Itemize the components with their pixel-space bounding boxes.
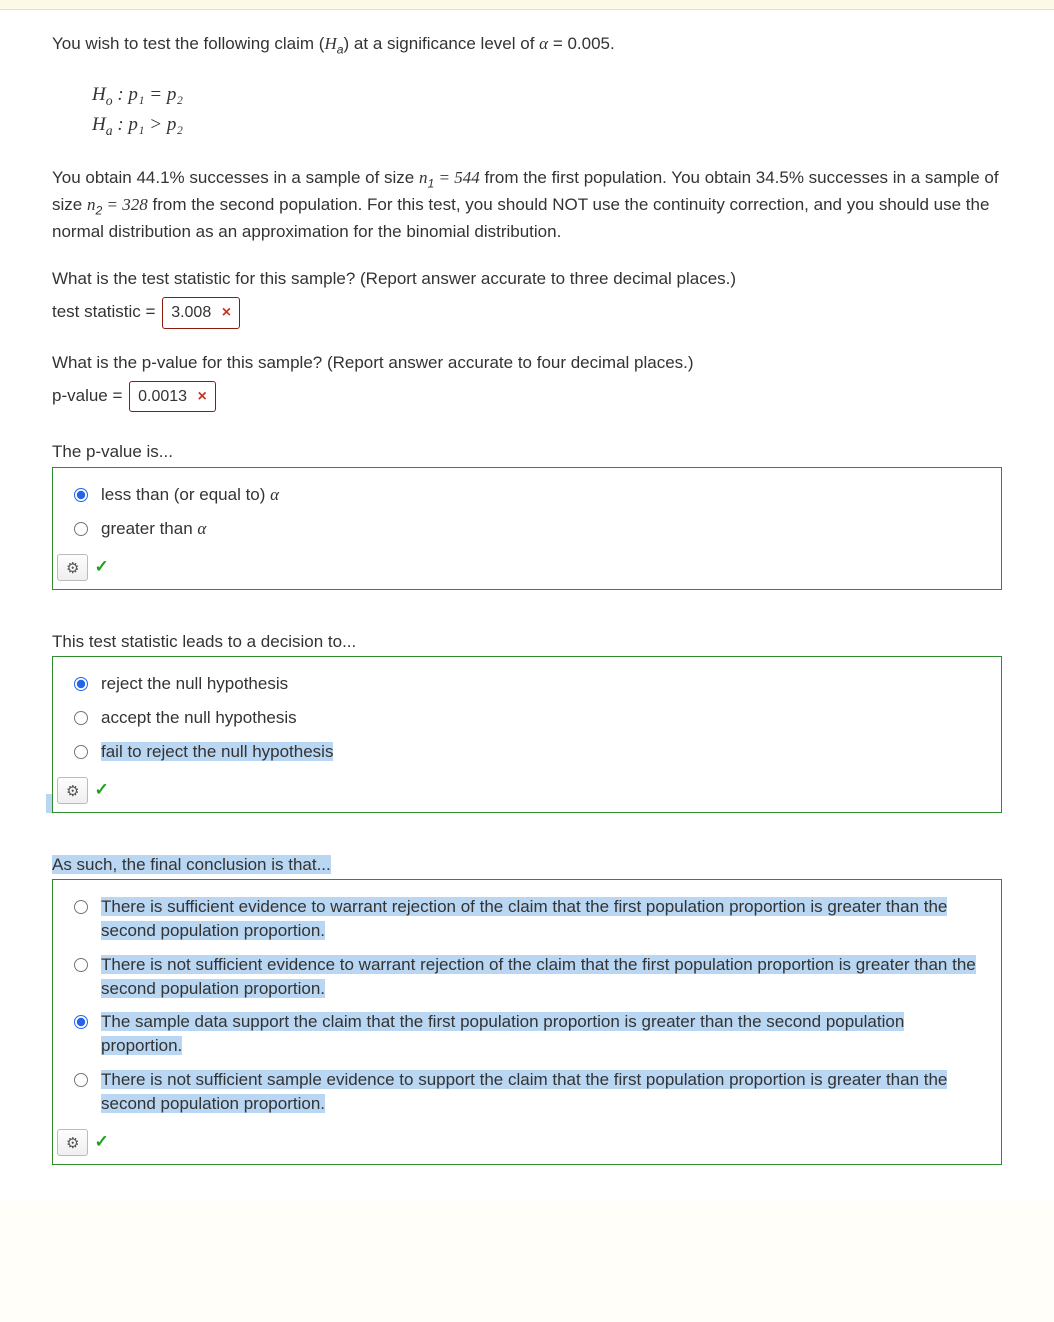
q3-label-2[interactable]: greater than α — [101, 517, 206, 541]
q5-opt4-text: There is not sufficient sample evidence … — [101, 1070, 947, 1113]
q3-prompt: The p-value is... — [52, 440, 1002, 465]
q2-prompt: What is the p-value for this sample? (Re… — [52, 351, 1002, 376]
intro-period: . — [610, 34, 615, 53]
q5-label-4[interactable]: There is not sufficient sample evidence … — [101, 1068, 985, 1116]
intro-Ha-H: H — [324, 34, 336, 53]
q4-label-2[interactable]: accept the null hypothesis — [101, 706, 297, 730]
q5-option-4[interactable]: There is not sufficient sample evidence … — [69, 1063, 985, 1121]
q1-label: test statistic = — [52, 302, 160, 321]
h-a-sub: a — [106, 123, 113, 138]
q5-label-1[interactable]: There is sufficient evidence to warrant … — [101, 895, 985, 943]
q5-option-2[interactable]: There is not sufficient evidence to warr… — [69, 948, 985, 1006]
q4-radio-2[interactable] — [74, 711, 88, 725]
q3-opt2-alpha: α — [197, 519, 206, 538]
q2-label: p-value = — [52, 386, 127, 405]
intro-text-a: You wish to test the following claim ( — [52, 34, 324, 53]
setup-a: You obtain 44.1% successes in a sample o… — [52, 168, 419, 187]
q4-label-1[interactable]: reject the null hypothesis — [101, 672, 288, 696]
q2-answer-row: p-value = 0.0013 × — [52, 381, 1002, 412]
alpha-symbol: α — [539, 34, 548, 53]
q5-opt2-text: There is not sufficient evidence to warr… — [101, 955, 976, 998]
gear-icon: ⚙ — [66, 1135, 79, 1152]
selection-highlight-bar — [46, 794, 52, 813]
q5-radio-1[interactable] — [74, 900, 88, 914]
alt-hypothesis: Ha : p₁ > p₂ — [92, 111, 1002, 141]
q4-opt3-text: fail to reject the null hypothesis — [101, 742, 333, 761]
q3-opt2-text: greater than — [101, 519, 197, 538]
q5-prompt-text: As such, the final conclusion is that... — [52, 855, 331, 874]
q3-option-1[interactable]: less than (or equal to) α — [69, 478, 985, 512]
q3-settings-button[interactable]: ⚙ — [57, 554, 88, 581]
q4-option-3[interactable]: fail to reject the null hypothesis — [69, 735, 985, 769]
q1-answer-row: test statistic = 3.008 × — [52, 297, 1002, 328]
h-o-rest: : p₁ = p₂ — [113, 84, 183, 105]
q4-radio-1[interactable] — [74, 677, 88, 691]
intro-eq: = — [548, 34, 567, 53]
q5-settings-button[interactable]: ⚙ — [57, 1129, 88, 1156]
null-hypothesis: Ho : p₁ = p₂ — [92, 81, 1002, 111]
q3-feedback-row: ⚙ ✓ — [57, 554, 985, 581]
q5-radio-2[interactable] — [74, 958, 88, 972]
q4-check-icon: ✓ — [94, 780, 108, 800]
top-band — [0, 0, 1054, 10]
q4-feedback-row: ⚙ ✓ — [57, 777, 985, 804]
intro-Ha-sub: a — [337, 42, 344, 56]
h-o-H: H — [92, 84, 106, 105]
setup-paragraph: You obtain 44.1% successes in a sample o… — [52, 166, 1002, 245]
h-a-rest: : p₁ > p₂ — [113, 114, 183, 135]
setup-c: from the second population. For this tes… — [52, 195, 989, 241]
q5-radio-3[interactable] — [74, 1015, 88, 1029]
q5-label-2[interactable]: There is not sufficient evidence to warr… — [101, 953, 985, 1001]
q4-prompt: This test statistic leads to a decision … — [52, 630, 1002, 655]
q1-prompt: What is the test statistic for this samp… — [52, 267, 1002, 292]
q5-opt1-text: There is sufficient evidence to warrant … — [101, 897, 947, 940]
intro-text-b: ) at a significance level of — [344, 34, 540, 53]
gear-icon: ⚙ — [66, 560, 79, 577]
intro-line: You wish to test the following claim (Ha… — [52, 32, 1002, 59]
q2-answer-box[interactable]: 0.0013 × — [129, 381, 216, 412]
q2-value: 0.0013 — [138, 388, 187, 405]
q3-option-2[interactable]: greater than α — [69, 512, 985, 546]
q4-label-3[interactable]: fail to reject the null hypothesis — [101, 740, 333, 764]
q3-radio-2[interactable] — [74, 522, 88, 536]
alpha-value: 0.005 — [567, 34, 610, 53]
q1-answer-box[interactable]: 3.008 × — [162, 297, 240, 328]
q3-label-1[interactable]: less than (or equal to) α — [101, 483, 279, 507]
q3-options-box: less than (or equal to) α greater than α… — [52, 467, 1002, 590]
q4-option-2[interactable]: accept the null hypothesis — [69, 701, 985, 735]
q4-radio-3[interactable] — [74, 745, 88, 759]
q5-check-icon: ✓ — [94, 1132, 108, 1152]
q5-option-1[interactable]: There is sufficient evidence to warrant … — [69, 890, 985, 948]
q4-settings-button[interactable]: ⚙ — [57, 777, 88, 804]
hypotheses-block: Ho : p₁ = p₂ Ha : p₁ > p₂ — [92, 81, 1002, 142]
q5-option-3[interactable]: The sample data support the claim that t… — [69, 1005, 985, 1063]
q3-opt1-text: less than (or equal to) — [101, 485, 270, 504]
q5-prompt: As such, the final conclusion is that... — [52, 853, 1002, 878]
question-content: You wish to test the following claim (Ha… — [0, 10, 1054, 1201]
q3-radio-1[interactable] — [74, 488, 88, 502]
q5-label-3[interactable]: The sample data support the claim that t… — [101, 1010, 985, 1058]
q5-opt3-text: The sample data support the claim that t… — [101, 1012, 904, 1055]
q4-option-1[interactable]: reject the null hypothesis — [69, 667, 985, 701]
q3-opt1-alpha: α — [270, 485, 279, 504]
h-o-sub: o — [106, 93, 113, 108]
q1-value: 3.008 — [171, 304, 211, 321]
q5-options-box: There is sufficient evidence to warrant … — [52, 879, 1002, 1164]
q4-options-box: reject the null hypothesis accept the nu… — [52, 656, 1002, 812]
q5-radio-4[interactable] — [74, 1073, 88, 1087]
q3-check-icon: ✓ — [94, 557, 108, 577]
n1-eq: = 544 — [434, 168, 479, 187]
n2-eq: = 328 — [102, 195, 147, 214]
q1-x-icon: × — [222, 304, 231, 321]
h-a-H: H — [92, 114, 106, 135]
q2-x-icon: × — [198, 388, 207, 405]
gear-icon: ⚙ — [66, 783, 79, 800]
q5-feedback-row: ⚙ ✓ — [57, 1129, 985, 1156]
